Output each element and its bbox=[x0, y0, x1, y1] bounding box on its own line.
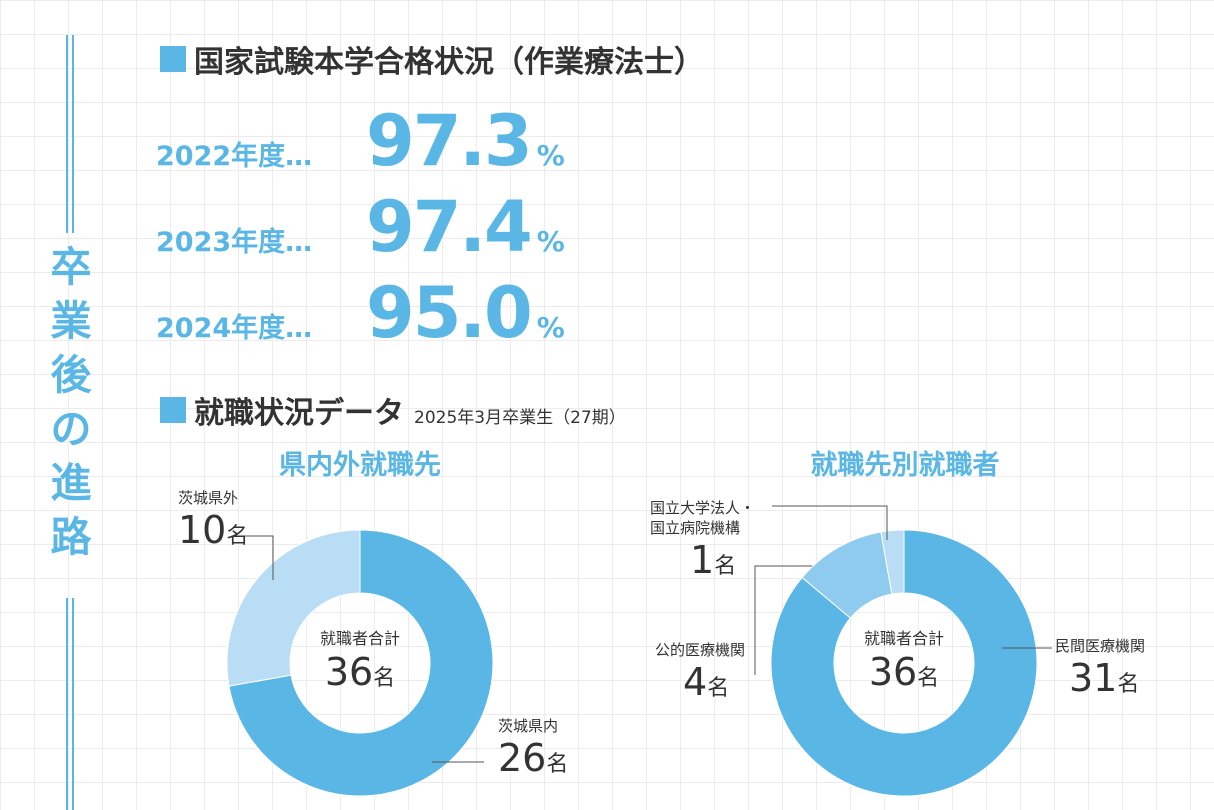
chart-title-region: 県内外就職先 bbox=[279, 450, 441, 481]
donut2-center: 就職者合計 36名 bbox=[834, 628, 974, 701]
donut1-slice-1 bbox=[226, 529, 361, 687]
pass-rate-year: 2022年度… bbox=[156, 141, 313, 172]
pass-rate-value: 97.3 bbox=[366, 100, 533, 182]
donut2-center-value: 36 bbox=[868, 650, 918, 694]
donut2-slice-0 bbox=[770, 529, 1038, 797]
pass-rate-row: 2024年度… 95.0 % bbox=[156, 278, 565, 348]
pass-rate-unit: % bbox=[536, 139, 565, 172]
label-c1-outside-value: 10 bbox=[178, 508, 227, 552]
donut1-center-unit: 名 bbox=[373, 666, 396, 691]
donut1-center-label: 就職者合計 bbox=[319, 629, 400, 648]
leader-lines bbox=[232, 505, 1052, 763]
label-c1-outside-unit: 名 bbox=[226, 524, 249, 549]
label-c2-national-name-2: 国立病院機構 bbox=[650, 519, 741, 537]
pass-rate-value: 97.4 bbox=[366, 186, 533, 268]
decorative-double-line-bottom bbox=[66, 598, 74, 810]
exam-heading-text: 国家試験本学合格状況（作業療法士） bbox=[194, 45, 704, 80]
label-c1-inside: 茨城県内 26名 bbox=[498, 716, 568, 787]
label-c2-national-value: 1 bbox=[690, 538, 715, 582]
exam-heading: 国家試験本学合格状況（作業療法士） bbox=[160, 37, 704, 81]
pass-rate-value: 95.0 bbox=[366, 272, 533, 354]
label-c1-inside-unit: 名 bbox=[546, 752, 569, 777]
vertical-title-char: 進 bbox=[50, 459, 92, 507]
label-c2-national-unit: 名 bbox=[714, 554, 737, 579]
heading-square-icon bbox=[160, 397, 186, 423]
pass-rate-year: 2023年度… bbox=[156, 227, 313, 258]
vertical-title-char: 卒 bbox=[50, 243, 92, 291]
leader-line-c2-national bbox=[772, 505, 888, 540]
heading-square-icon bbox=[160, 46, 186, 72]
label-c2-private-value: 31 bbox=[1069, 656, 1118, 700]
donut2-center-label: 就職者合計 bbox=[863, 629, 944, 648]
donut1-center: 就職者合計 36名 bbox=[290, 628, 430, 701]
pass-rate-year: 2024年度… bbox=[156, 313, 313, 344]
vertical-title-char: の bbox=[50, 405, 92, 453]
pass-rate-row: 2023年度… 97.4 % bbox=[156, 192, 565, 262]
label-c2-public-name: 公的医療機関 bbox=[655, 641, 746, 659]
vertical-title-char: 後 bbox=[50, 351, 92, 399]
label-c2-private-name: 民間医療機関 bbox=[1055, 637, 1146, 655]
donut-chart-employer bbox=[770, 529, 1038, 797]
label-c2-private-unit: 名 bbox=[1117, 672, 1140, 697]
leader-line-c1-outside bbox=[232, 535, 274, 580]
jobs-heading-text: 就職状況データ bbox=[194, 396, 404, 431]
donut1-center-value: 36 bbox=[324, 650, 374, 694]
donut2-slice-2 bbox=[880, 529, 905, 595]
donut1-slice-0 bbox=[228, 529, 494, 797]
jobs-heading-subtitle: 2025年3月卒業生（27期） bbox=[414, 407, 626, 428]
label-c1-inside-value: 26 bbox=[498, 736, 547, 780]
label-c2-private: 民間医療機関 31名 bbox=[1055, 636, 1145, 707]
label-c2-public-value: 4 bbox=[683, 660, 708, 704]
label-c2-national: 国立大学法人・ 国立病院機構 1名 bbox=[650, 498, 755, 589]
vertical-title-char: 業 bbox=[50, 297, 92, 345]
vertical-title-char: 路 bbox=[50, 513, 92, 561]
decorative-double-line-top bbox=[66, 35, 74, 233]
label-c2-national-name-1: 国立大学法人・ bbox=[650, 499, 756, 517]
label-c1-inside-name: 茨城県内 bbox=[498, 717, 559, 735]
pass-rate-row: 2022年度… 97.3 % bbox=[156, 106, 565, 176]
donut-chart-region bbox=[226, 529, 494, 797]
jobs-heading: 就職状況データ 2025年3月卒業生（27期） bbox=[160, 388, 626, 432]
chart-title-employer: 就職先別就職者 bbox=[810, 450, 1000, 481]
label-c1-outside-name: 茨城県外 bbox=[178, 489, 239, 507]
vertical-section-title: 卒 業 後 の 進 路 bbox=[46, 240, 96, 564]
pass-rate-unit: % bbox=[536, 311, 565, 344]
donut2-center-unit: 名 bbox=[917, 666, 940, 691]
label-c2-public-unit: 名 bbox=[707, 676, 730, 701]
label-c2-public: 公的医療機関 4名 bbox=[655, 640, 745, 711]
pass-rate-unit: % bbox=[536, 225, 565, 258]
label-c1-outside: 茨城県外 10名 bbox=[178, 488, 248, 559]
leader-line-c2-public bbox=[754, 565, 812, 675]
